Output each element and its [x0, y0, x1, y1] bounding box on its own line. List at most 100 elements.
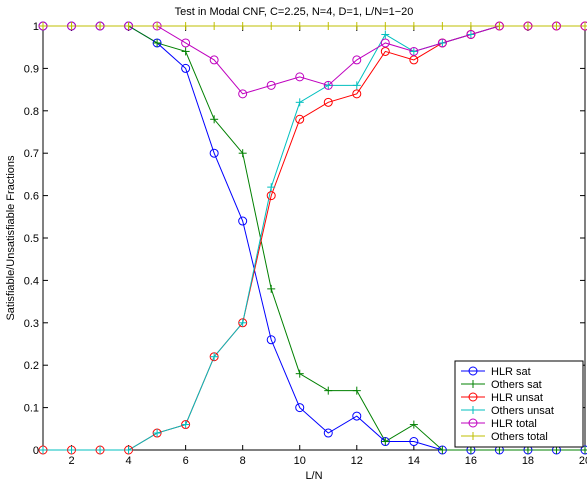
y-tick-label: 0.3	[24, 318, 39, 330]
data-point	[238, 149, 247, 158]
data-point	[438, 38, 447, 47]
legend-item: Others total	[461, 431, 548, 443]
data-point	[466, 30, 475, 39]
y-tick-label: 0.6	[24, 191, 39, 203]
legend-item: HLR sat	[461, 366, 531, 378]
y-tick-label: 1	[33, 21, 39, 33]
legend-item: Others unsat	[461, 405, 554, 417]
data-point	[295, 98, 304, 107]
data-point	[523, 22, 532, 30]
data-point	[67, 446, 76, 454]
series-line	[43, 25, 585, 451]
data-point	[295, 72, 305, 82]
y-tick-label: 0	[33, 445, 39, 457]
x-tick-label: 6	[183, 455, 189, 467]
x-tick-label: 4	[126, 455, 132, 467]
legend-label: Others unsat	[491, 405, 554, 417]
y-axis-label: Satisfiable/Unsatisfiable Fractions	[5, 155, 17, 321]
y-tick-label: 0.8	[24, 106, 39, 118]
data-point	[267, 22, 276, 30]
data-point	[323, 80, 333, 90]
y-tick-label: 0.7	[24, 148, 39, 160]
data-point	[581, 22, 587, 30]
data-point	[352, 22, 361, 30]
data-point	[409, 47, 418, 56]
data-point	[181, 22, 190, 30]
data-point	[409, 22, 418, 30]
data-point	[210, 115, 219, 124]
data-point	[438, 22, 447, 30]
x-tick-label: 20	[579, 455, 587, 467]
data-point	[96, 446, 105, 454]
data-point	[181, 420, 190, 429]
x-axis-label: L/N	[305, 470, 322, 482]
data-point	[39, 22, 47, 30]
data-point	[438, 446, 447, 454]
data-point	[352, 81, 361, 90]
y-tick-label: 0.4	[24, 275, 39, 287]
data-point	[469, 432, 477, 440]
data-point	[466, 22, 475, 30]
legend-label: HLR sat	[491, 366, 531, 378]
data-point	[153, 429, 162, 438]
legend-item: HLR total	[461, 418, 537, 430]
data-point	[210, 22, 219, 30]
x-tick-label: 10	[294, 455, 306, 467]
legend-item: Others sat	[461, 379, 542, 391]
data-point	[409, 420, 418, 429]
data-point	[96, 22, 105, 30]
data-point	[324, 22, 333, 30]
data-point	[181, 63, 191, 73]
data-point	[124, 446, 133, 454]
data-point	[266, 335, 276, 345]
data-point	[552, 22, 561, 30]
data-point	[153, 38, 162, 47]
data-point	[238, 89, 248, 99]
data-point	[352, 411, 362, 421]
data-point	[324, 81, 333, 90]
x-tick-label: 2	[68, 455, 74, 467]
data-point	[267, 183, 276, 192]
legend-label: HLR unsat	[491, 392, 543, 404]
data-point	[295, 114, 305, 124]
data-point	[469, 380, 477, 388]
data-point	[352, 55, 362, 65]
y-tick-label: 0.1	[24, 403, 39, 415]
data-point	[295, 22, 304, 30]
data-point	[238, 216, 248, 226]
data-point	[466, 29, 476, 39]
chart-title: Test in Modal CNF, C=2.25, N=4, D=1, L/N…	[175, 6, 414, 18]
y-tick-label: 0.2	[24, 360, 39, 372]
series-lines	[43, 25, 585, 451]
data-point	[295, 403, 305, 413]
legend-item: HLR unsat	[461, 392, 543, 404]
data-point	[581, 446, 587, 454]
y-tick-label: 0.5	[24, 233, 39, 245]
data-point	[380, 38, 390, 48]
data-point	[124, 22, 133, 30]
data-point	[181, 47, 190, 56]
data-point	[67, 22, 76, 30]
legend-label: Others total	[491, 431, 548, 443]
data-point	[468, 418, 478, 428]
data-point	[381, 30, 390, 39]
data-point	[238, 318, 247, 327]
data-point	[352, 386, 361, 395]
data-point	[266, 80, 276, 90]
data-point	[209, 148, 219, 158]
y-tick-label: 0.9	[24, 63, 39, 75]
data-point	[468, 366, 478, 376]
series-line	[43, 25, 585, 95]
legend-label: HLR total	[491, 418, 537, 430]
data-point	[267, 284, 276, 293]
series-markers	[38, 21, 587, 455]
data-point	[209, 55, 219, 65]
data-point	[39, 446, 47, 454]
x-tick-label: 12	[351, 455, 363, 467]
data-point	[468, 392, 478, 402]
data-point	[238, 22, 247, 30]
data-point	[210, 352, 219, 361]
data-point	[153, 22, 162, 30]
